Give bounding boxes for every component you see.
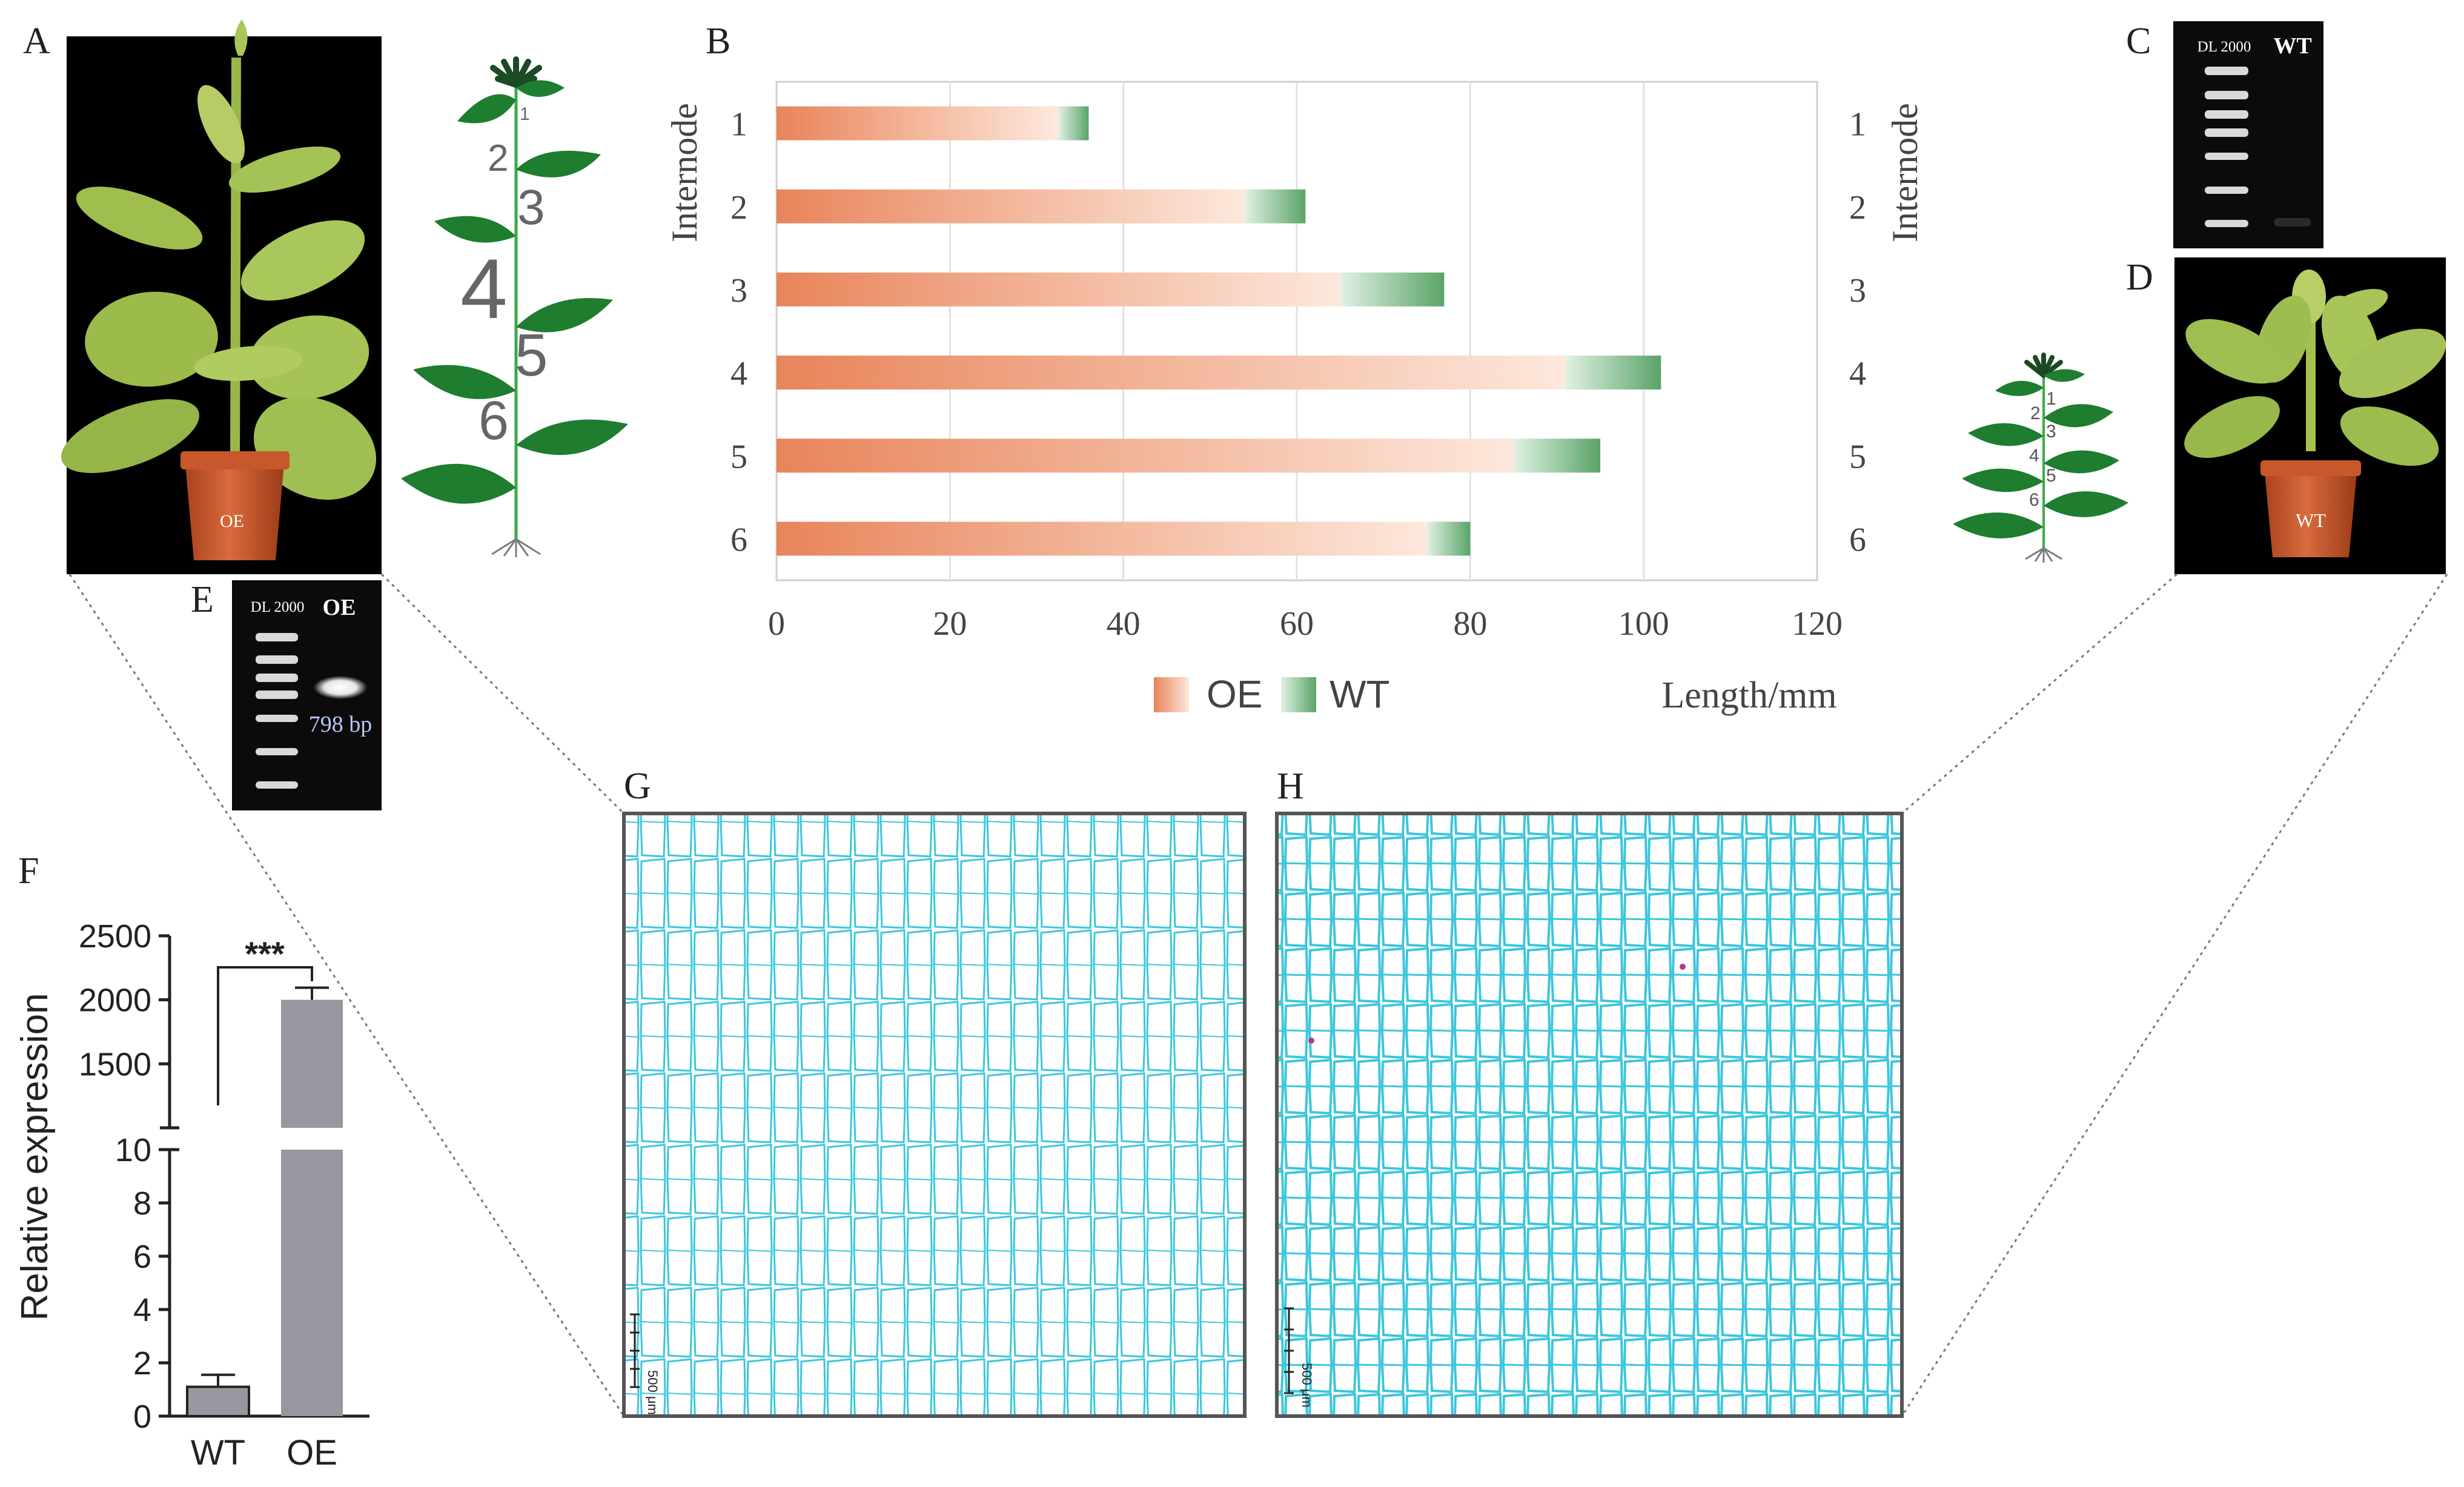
chart-b-xtick-label: 20: [933, 605, 967, 643]
chart-b-xlabel: Length/mm: [1661, 675, 1836, 716]
micrograph-g: 500 μm: [622, 812, 1247, 1418]
chart-b-category-right: 2: [1849, 189, 1866, 227]
chart-b-xtick-label: 100: [1618, 605, 1669, 643]
chart-b-xtick-label: 80: [1453, 605, 1487, 643]
wt-schematic-internode-3: 3: [2046, 422, 2056, 442]
bar-expression-oe: [281, 999, 343, 1128]
bar-oe-internode-2: [777, 189, 1245, 224]
relative-expression-chart: 0 2 4 6 8 10 1500 2000 2500 WT OE *** Relative ex…: [14, 918, 369, 1472]
gel-e-marker-label: DL 2000: [251, 599, 305, 615]
legend-swatch-oe: [1154, 677, 1189, 712]
gel-e-band-label: 798 bp: [309, 712, 373, 737]
panel-label-b: B: [706, 21, 730, 62]
chart-b-xtick-label: 0: [768, 605, 785, 643]
error-bar-wt: [201, 1373, 235, 1387]
chart-b-category-left: 5: [730, 438, 747, 475]
wt-schematic-internode-5: 5: [2046, 466, 2056, 486]
bar-wt-internode-4: [1565, 356, 1661, 390]
wt-schematic-internode-2: 2: [2030, 403, 2041, 423]
wt-pot-label: WT: [2296, 509, 2326, 531]
bar-oe-internode-1: [777, 106, 1059, 141]
chart-f-ytick-label: 2500: [79, 918, 151, 955]
chart-b-category-left: 1: [730, 106, 747, 144]
gel-c: DL 2000 WT: [2173, 21, 2323, 248]
chart-f-ytick-label: 10: [115, 1132, 151, 1168]
wt-schematic-internode-1: 1: [2046, 389, 2056, 409]
significance-label: ***: [245, 935, 285, 973]
chart-b-xtick-label: 120: [1792, 605, 1843, 643]
bar-oe-internode-6: [777, 522, 1427, 556]
oe-schematic-internode-2: 2: [488, 137, 508, 179]
chart-f-ytick-label: 0: [133, 1399, 151, 1435]
chart-b-category-left: 6: [730, 521, 747, 558]
connector-lines: [68, 573, 2448, 1417]
panel-label-f: F: [18, 850, 39, 892]
chart-b-category-right: 6: [1849, 521, 1866, 558]
chart-b-category-right: 5: [1849, 438, 1866, 475]
micrograph-g-scale-label: 500 μm: [645, 1370, 660, 1415]
wt-schematic-internode-4: 4: [2029, 446, 2039, 466]
chart-b-ylabel-right: Internode: [1885, 103, 1925, 242]
oe-pot-label: OE: [220, 511, 244, 531]
chart-b-ylabel-left: Internode: [664, 103, 704, 242]
gel-c-marker-label: DL 2000: [2197, 39, 2251, 55]
bar-expression-oe-lower: [281, 1150, 343, 1416]
oe-schematic-internode-4: 4: [460, 241, 508, 336]
bar-oe-internode-5: [777, 439, 1514, 473]
significance-bracket: [217, 966, 313, 1105]
micrograph-h: 500 μm: [1275, 812, 1904, 1418]
chart-b-xtick-label: 60: [1280, 605, 1314, 643]
bar-oe-internode-4: [777, 356, 1566, 390]
legend-swatch-wt: [1281, 677, 1316, 712]
bar-expression-wt: [186, 1385, 250, 1418]
panel-label-a: A: [23, 21, 50, 62]
oe-schematic-internode-3: 3: [517, 180, 545, 235]
chart-b-category-right: 3: [1849, 272, 1866, 310]
chart-f-ytick-label: 8: [133, 1185, 151, 1222]
bar-wt-internode-2: [1245, 189, 1306, 224]
oe-schematic-internode-5: 5: [515, 322, 548, 388]
micrograph-h-scale-label: 500 μm: [1299, 1363, 1314, 1408]
chart-f-category-label: WT: [191, 1433, 245, 1472]
oe-schematic-internode-6: 6: [479, 391, 509, 451]
gel-c-lane-label: WT: [2273, 33, 2311, 59]
legend-label-oe: OE: [1207, 672, 1262, 716]
wt-schematic-internode-6: 6: [2029, 490, 2039, 510]
bar-oe-internode-3: [777, 272, 1340, 306]
oe-plant-photo: OE: [61, 19, 382, 574]
legend-label-wt: WT: [1330, 672, 1390, 716]
gel-e-lane-label: OE: [323, 595, 356, 620]
error-bar-oe: [295, 986, 329, 1000]
chart-b-category-right: 1: [1849, 106, 1866, 144]
panel-label-e: E: [191, 579, 214, 620]
chart-b-category-left: 2: [730, 189, 747, 227]
chart-f-ytick-label: 4: [133, 1292, 151, 1328]
chart-b-xtick-label: 40: [1107, 605, 1141, 643]
bar-wt-internode-6: [1426, 522, 1471, 556]
oe-schematic-internode-1: 1: [520, 104, 530, 124]
bar-wt-internode-1: [1058, 106, 1089, 141]
bar-wt-internode-5: [1513, 439, 1601, 473]
chart-f-ylabel: Relative expression: [14, 993, 56, 1320]
panel-label-h: H: [1277, 766, 1304, 807]
panel-label-d: D: [2126, 257, 2153, 298]
chart-f-ytick-label: 2: [133, 1345, 151, 1382]
chart-b-category-right: 4: [1849, 355, 1866, 392]
gel-e: DL 2000 OE 798 bp: [232, 580, 382, 810]
chart-b-category-left: 3: [730, 272, 747, 310]
wt-plant-photo: WT: [2174, 257, 2446, 574]
oe-plant-schematic: 1 2 3 4 5 6: [401, 56, 628, 557]
chart-f-category-label: OE: [286, 1433, 337, 1472]
panel-label-g: G: [624, 766, 651, 807]
chart-b-category-left: 4: [730, 355, 747, 392]
chart-f-ytick-label: 1500: [79, 1046, 151, 1082]
panel-label-c: C: [2126, 21, 2151, 62]
wt-plant-schematic: 1 2 3 4 5 6: [1953, 353, 2128, 563]
chart-f-ytick-label: 2000: [79, 982, 151, 1019]
chart-f-ytick-label: 6: [133, 1239, 151, 1275]
bar-wt-internode-3: [1340, 272, 1445, 306]
